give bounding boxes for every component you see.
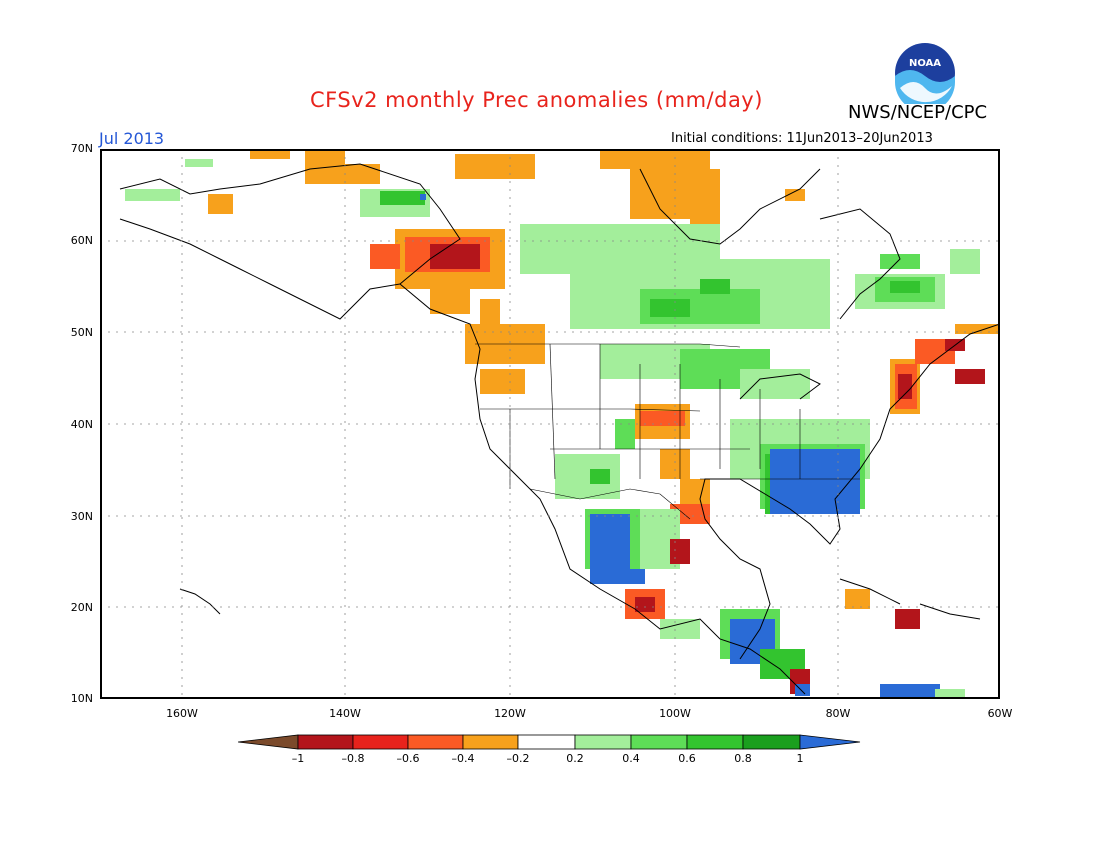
- initial-conditions: Initial conditions: 11Jun2013–20Jun2013: [671, 131, 933, 146]
- colorbar-bin: [517, 734, 576, 750]
- lat-label-70n: 70N: [70, 142, 93, 155]
- colorbar: [238, 734, 861, 750]
- colorbar-bin: [630, 734, 688, 750]
- colorbar-tick: 0.8: [734, 752, 752, 765]
- colorbar-tick: –0.2: [506, 752, 530, 765]
- lon-label-160w: 160W: [166, 707, 198, 720]
- colorbar-tick: 0.4: [622, 752, 640, 765]
- lon-label-140w: 140W: [329, 707, 361, 720]
- colorbar-tick: –1: [291, 752, 305, 765]
- colorbar-bin: [742, 734, 801, 750]
- graticule: [100, 149, 1000, 699]
- chart-title: CFSv2 monthly Prec anomalies (mm/day): [310, 88, 763, 112]
- colorbar-low-arrow: [238, 734, 299, 750]
- colorbar-bin: [686, 734, 744, 750]
- colorbar-bin: [574, 734, 632, 750]
- lat-label-20n: 20N: [70, 601, 93, 614]
- precip-anomaly-map: [100, 149, 1000, 699]
- lat-label-10n: 10N: [70, 692, 93, 705]
- lat-label-30n: 30N: [70, 510, 93, 523]
- colorbar-bin: [297, 734, 354, 750]
- colorbar-bin: [407, 734, 464, 750]
- colorbar-bin: [352, 734, 409, 750]
- lon-label-120w: 120W: [494, 707, 526, 720]
- colorbar-tick: –0.6: [396, 752, 420, 765]
- colorbar-high-arrow: [799, 734, 861, 750]
- colorbar-tick: –0.4: [451, 752, 475, 765]
- lat-label-40n: 40N: [70, 418, 93, 431]
- colorbar-bin: [462, 734, 519, 750]
- lon-label-60w: 60W: [987, 707, 1013, 720]
- colorbar-tick: 0.6: [678, 752, 696, 765]
- map-frame: [100, 149, 1000, 699]
- lat-label-50n: 50N: [70, 326, 93, 339]
- colorbar-tick: 0.2: [566, 752, 584, 765]
- forecast-month: Jul 2013: [99, 129, 165, 148]
- colorbar-tick: 1: [796, 752, 804, 765]
- lon-label-80w: 80W: [825, 707, 851, 720]
- noaa-logo-text: NOAA: [909, 58, 941, 69]
- noaa-logo: NOAA: [895, 43, 955, 104]
- anomaly-cells: [125, 149, 1000, 699]
- colorbar-tick: –0.8: [341, 752, 365, 765]
- agency-label: NWS/NCEP/CPC: [848, 102, 988, 123]
- state-borders: [475, 343, 860, 520]
- coastlines: [119, 163, 1000, 695]
- lat-label-60n: 60N: [70, 234, 93, 247]
- lon-label-100w: 100W: [659, 707, 691, 720]
